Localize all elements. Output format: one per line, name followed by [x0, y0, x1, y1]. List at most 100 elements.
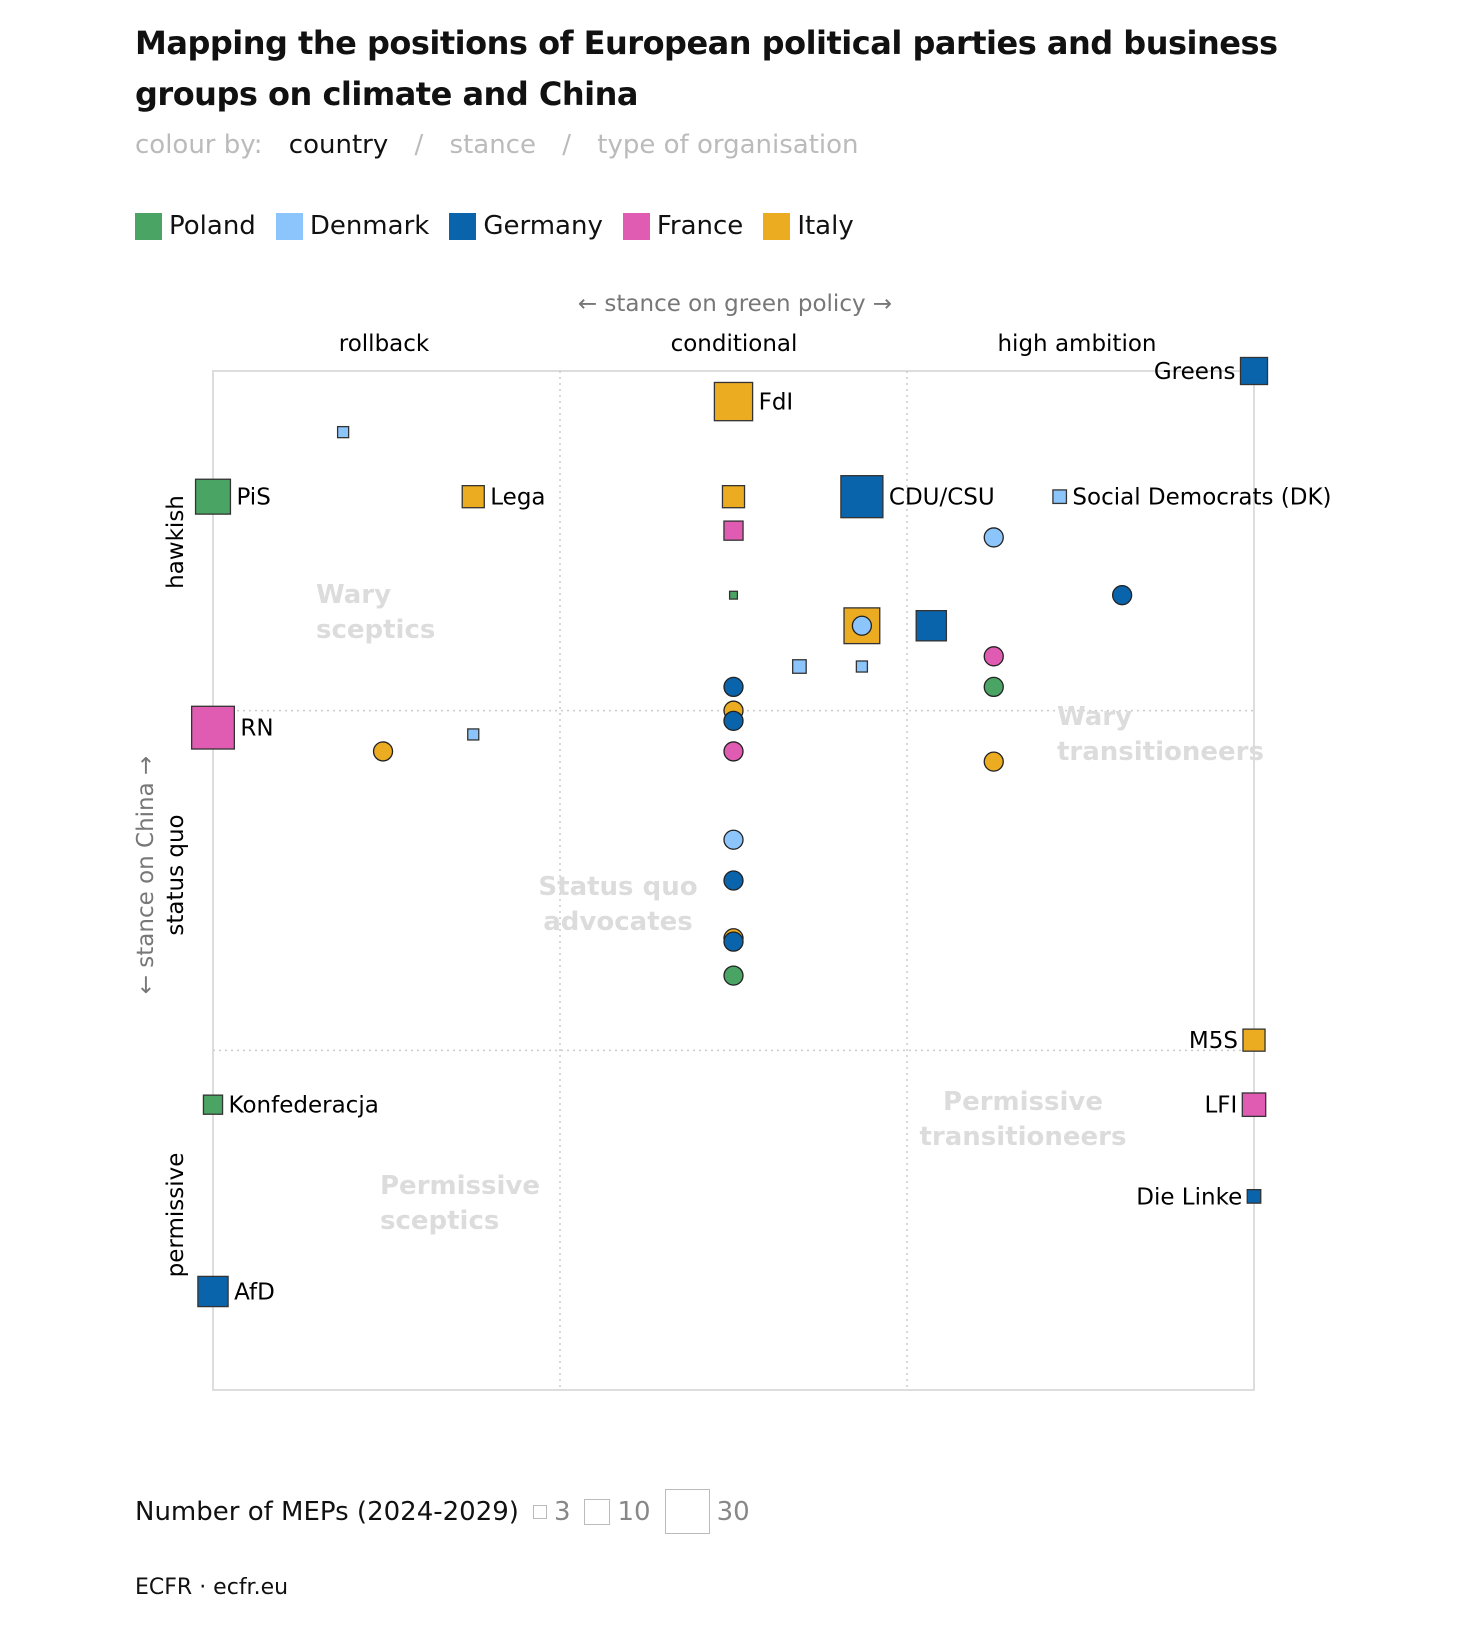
quadrant-label: advocates [543, 907, 692, 937]
party-square-italy[interactable] [461, 484, 485, 509]
data-points [190, 356, 1269, 1308]
quadrant-label: sceptics [380, 1206, 499, 1236]
business-group-circle-denmark[interactable] [851, 615, 873, 636]
business-group-circle-germany[interactable] [723, 931, 744, 952]
point-labels: RN CDU/CSU FdI PiS AfD Greens LFI Lega M5S Konfed… [229, 359, 1332, 1305]
party-square-germany[interactable] [197, 1275, 229, 1308]
quadrant-label: Wary [316, 580, 391, 610]
separator: / [562, 130, 572, 160]
business-group-circle-germany[interactable] [1111, 585, 1133, 606]
y-category-hawkish: hawkish [163, 495, 189, 589]
legend-swatch [622, 212, 650, 240]
x-category-conditional: conditional [671, 331, 798, 357]
legend-label: Denmark [309, 211, 430, 241]
point-label: RN [240, 716, 273, 742]
legend-item-poland: Poland [135, 211, 256, 241]
party-square-germany[interactable] [840, 475, 884, 519]
party-square-italy[interactable] [713, 381, 754, 422]
point-label: PiS [236, 485, 270, 511]
party-square-denmark[interactable] [792, 659, 807, 674]
legend-label: France [656, 211, 744, 241]
point-label: Lega [490, 485, 545, 511]
party-square-france[interactable] [190, 705, 236, 750]
legend-item-germany: Germany [449, 211, 603, 241]
separator: / [414, 130, 424, 160]
party-square-germany[interactable] [915, 609, 948, 642]
point-label: Konfederacja [229, 1093, 379, 1119]
legend-item-denmark: Denmark [275, 211, 430, 241]
business-group-circle-poland[interactable] [983, 676, 1004, 698]
size-legend-box-3 [532, 1504, 547, 1519]
colour-by-option-stance[interactable]: stance [449, 130, 536, 160]
business-group-circle-germany[interactable] [723, 710, 744, 732]
business-group-circle-italy[interactable] [372, 741, 394, 762]
legend-swatch [135, 212, 162, 240]
party-square-denmark[interactable] [336, 425, 350, 439]
legend-swatch [275, 212, 303, 240]
party-square-germany[interactable] [1239, 356, 1269, 386]
party-square-france[interactable] [723, 520, 744, 541]
point-label: LFI [1204, 1093, 1237, 1119]
quadrant-label: Permissive [380, 1171, 540, 1201]
quadrant-label: Wary [1057, 702, 1132, 732]
quadrant-label: Status quo [538, 872, 697, 902]
legend-label: Italy [797, 211, 854, 241]
legend-swatch [763, 212, 791, 240]
point-label: M5S [1189, 1028, 1238, 1054]
plot-frame [212, 370, 1255, 1391]
quadrant-label: sceptics [316, 615, 435, 645]
business-group-circle-italy[interactable] [983, 751, 1004, 772]
party-square-italy[interactable] [1242, 1028, 1266, 1052]
party-square-denmark[interactable] [467, 728, 480, 741]
axis-labels: ← stance on green policy → rollback cond… [133, 291, 1157, 1277]
business-group-circle-denmark[interactable] [723, 829, 744, 850]
business-group-circle-france[interactable] [983, 646, 1004, 667]
party-square-poland[interactable] [194, 478, 232, 515]
party-square-denmark[interactable] [1052, 489, 1068, 505]
color-legend: Poland Denmark Germany France Italy [135, 211, 854, 241]
business-group-circle-germany[interactable] [723, 676, 744, 698]
colour-by-label: colour by: [135, 130, 263, 160]
legend-label: Germany [483, 211, 603, 241]
size-legend-title: Number of MEPs (2024-2029) [135, 1496, 519, 1527]
colour-by-option-country[interactable]: country [288, 130, 389, 160]
point-label: Greens [1154, 359, 1236, 385]
size-legend: Number of MEPs (2024-2029) 3 10 30 [135, 1489, 750, 1534]
quadrant-label: transitioneers [1057, 737, 1264, 767]
business-group-circle-germany[interactable] [723, 870, 744, 891]
quadrant-labels: Wary sceptics Wary transitioneers Status quo… [316, 580, 1264, 1236]
point-label: Die Linke [1136, 1184, 1242, 1210]
colour-by-option-type[interactable]: type of organisation [597, 130, 859, 160]
point-label: CDU/CSU [889, 485, 995, 511]
size-legend-value: 30 [716, 1496, 750, 1527]
legend-item-italy: Italy [763, 211, 854, 241]
party-square-italy[interactable] [721, 484, 746, 509]
chart-title: Mapping the positions of European politi… [135, 24, 1278, 113]
business-group-circle-france[interactable] [723, 741, 744, 762]
party-square-poland[interactable] [728, 590, 739, 600]
plot-grid [212, 370, 1255, 1391]
quadrant-label: transitioneers [920, 1122, 1127, 1152]
point-label: Social Democrats (DK) [1072, 485, 1331, 511]
party-square-denmark[interactable] [855, 660, 869, 673]
legend-item-france: France [622, 211, 744, 241]
legend-label: Poland [169, 211, 256, 241]
y-category-permissive: permissive [163, 1153, 189, 1278]
source-footer: ECFR · ecfr.eu [135, 1575, 289, 1600]
point-label: FdI [759, 390, 794, 416]
y-category-status-quo: status quo [163, 814, 189, 935]
party-square-germany[interactable] [1246, 1188, 1262, 1204]
size-legend-box-10 [584, 1498, 611, 1525]
quadrant-label: Permissive [943, 1087, 1103, 1117]
x-category-high-ambition: high ambition [997, 331, 1156, 357]
business-group-circle-poland[interactable] [723, 965, 744, 986]
point-label: AfD [234, 1279, 275, 1305]
legend-swatch [449, 212, 477, 240]
size-legend-value: 10 [617, 1496, 651, 1527]
y-axis-title: ← stance on China → [133, 756, 159, 995]
party-square-france[interactable] [1241, 1092, 1267, 1118]
size-legend-box-30 [664, 1489, 710, 1534]
business-group-circle-denmark[interactable] [983, 527, 1004, 548]
party-square-poland[interactable] [202, 1094, 224, 1115]
